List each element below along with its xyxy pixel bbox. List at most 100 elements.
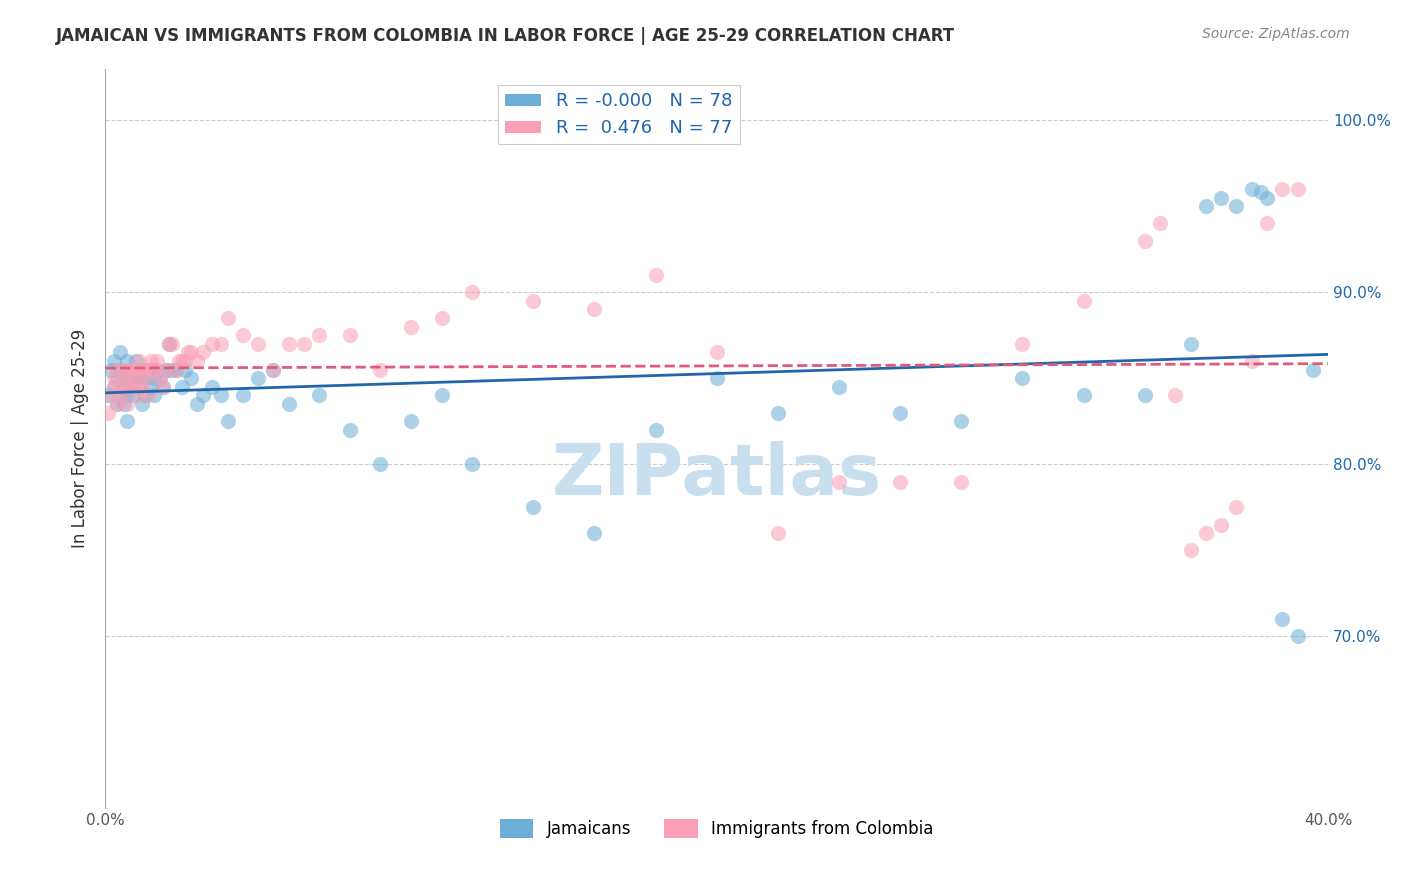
- Point: [828, 475, 851, 489]
- Point: [209, 336, 232, 351]
- Point: [180, 371, 202, 385]
- Point: [152, 380, 174, 394]
- Point: [115, 414, 138, 428]
- Point: [152, 380, 174, 394]
- Point: [177, 345, 200, 359]
- Point: [277, 336, 299, 351]
- Point: [399, 414, 422, 428]
- Point: [889, 406, 911, 420]
- Point: [136, 362, 159, 376]
- Point: [103, 354, 125, 368]
- Point: [522, 293, 544, 308]
- Point: [186, 354, 208, 368]
- Point: [1073, 388, 1095, 402]
- Point: [191, 388, 214, 402]
- Point: [201, 336, 224, 351]
- Point: [103, 380, 125, 394]
- Point: [180, 345, 202, 359]
- Point: [155, 362, 177, 376]
- Point: [115, 354, 138, 368]
- Point: [170, 380, 193, 394]
- Point: [461, 285, 484, 300]
- Point: [217, 311, 239, 326]
- Point: [149, 371, 172, 385]
- Point: [107, 371, 129, 385]
- Point: [131, 362, 153, 376]
- Point: [131, 380, 153, 394]
- Point: [134, 362, 156, 376]
- Point: [766, 406, 789, 420]
- Point: [583, 302, 606, 317]
- Point: [461, 458, 484, 472]
- Point: [950, 414, 973, 428]
- Point: [125, 362, 148, 376]
- Point: [1286, 182, 1309, 196]
- Point: [128, 388, 150, 402]
- Point: [1271, 612, 1294, 626]
- Point: [950, 475, 973, 489]
- Point: [583, 526, 606, 541]
- Point: [128, 380, 150, 394]
- Point: [399, 319, 422, 334]
- Point: [1133, 388, 1156, 402]
- Point: [247, 336, 270, 351]
- Point: [118, 362, 141, 376]
- Point: [370, 458, 392, 472]
- Point: [125, 362, 148, 376]
- Point: [217, 414, 239, 428]
- Point: [107, 397, 129, 411]
- Point: [149, 371, 172, 385]
- Point: [143, 388, 166, 402]
- Point: [191, 345, 214, 359]
- Point: [247, 371, 270, 385]
- Point: [430, 388, 453, 402]
- Point: [121, 388, 143, 402]
- Point: [165, 362, 187, 376]
- Point: [110, 388, 132, 402]
- Point: [131, 362, 153, 376]
- Point: [110, 380, 132, 394]
- Point: [889, 475, 911, 489]
- Point: [121, 371, 143, 385]
- Point: [1256, 216, 1278, 230]
- Point: [1195, 199, 1218, 213]
- Point: [162, 362, 184, 376]
- Point: [370, 362, 392, 376]
- Point: [112, 362, 135, 376]
- Point: [97, 406, 120, 420]
- Point: [162, 336, 184, 351]
- Point: [139, 362, 162, 376]
- Point: [1240, 354, 1263, 368]
- Point: [209, 388, 232, 402]
- Point: [121, 362, 143, 376]
- Point: [136, 388, 159, 402]
- Point: [134, 388, 156, 402]
- Point: [173, 354, 195, 368]
- Point: [146, 354, 169, 368]
- Point: [1195, 526, 1218, 541]
- Point: [134, 371, 156, 385]
- Point: [110, 345, 132, 359]
- Point: [339, 328, 361, 343]
- Point: [139, 354, 162, 368]
- Point: [1225, 500, 1247, 515]
- Point: [1211, 517, 1233, 532]
- Point: [766, 526, 789, 541]
- Point: [1011, 336, 1033, 351]
- Point: [118, 380, 141, 394]
- Point: [706, 345, 728, 359]
- Point: [115, 380, 138, 394]
- Point: [430, 311, 453, 326]
- Point: [167, 354, 190, 368]
- Point: [112, 380, 135, 394]
- Point: [110, 362, 132, 376]
- Point: [644, 268, 666, 282]
- Legend: Jamaicans, Immigrants from Colombia: Jamaicans, Immigrants from Colombia: [494, 812, 941, 845]
- Point: [1011, 371, 1033, 385]
- Point: [143, 362, 166, 376]
- Point: [125, 380, 148, 394]
- Point: [157, 336, 180, 351]
- Point: [1286, 629, 1309, 643]
- Point: [112, 397, 135, 411]
- Text: ZIPatlas: ZIPatlas: [551, 441, 882, 510]
